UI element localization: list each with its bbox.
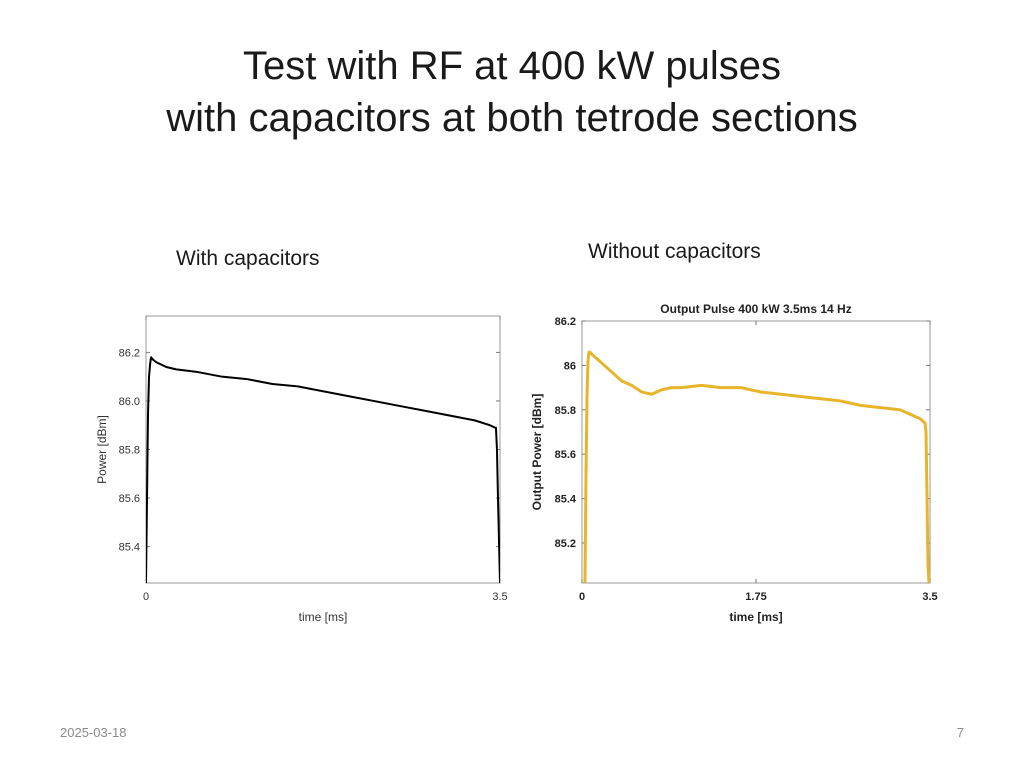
y-tick-label: 86.0 bbox=[119, 396, 140, 408]
x-tick-label: 3.5 bbox=[492, 591, 507, 603]
y-tick-label: 86.2 bbox=[119, 347, 140, 359]
y-axis-label: Output Power [dBm] bbox=[530, 394, 544, 511]
y-tick-label: 85.8 bbox=[555, 405, 576, 417]
slide-title: Test with RF at 400 kW pulses with capac… bbox=[0, 40, 1024, 144]
y-tick-label: 85.6 bbox=[555, 449, 576, 461]
slide-title-line-2: with capacitors at both tetrode sections bbox=[166, 96, 858, 140]
series-line-0 bbox=[583, 350, 930, 583]
slide-title-line-1: Test with RF at 400 kW pulses bbox=[243, 44, 781, 88]
y-tick-label: 85.4 bbox=[555, 494, 577, 506]
page-number: 7 bbox=[956, 725, 964, 740]
chart-title: Output Pulse 400 kW 3.5ms 14 Hz bbox=[660, 302, 851, 316]
x-axis-label: time [ms] bbox=[729, 610, 782, 624]
plot-area bbox=[581, 320, 931, 584]
caption-with-capacitors: With capacitors bbox=[176, 247, 320, 270]
x-tick-label: 0 bbox=[579, 591, 585, 603]
caption-without-capacitors: Without capacitors bbox=[588, 240, 761, 263]
footer-date: 2025-03-18 bbox=[60, 725, 127, 740]
plot-area bbox=[145, 315, 501, 584]
y-tick-label: 86.2 bbox=[555, 316, 576, 328]
y-tick-label: 85.4 bbox=[119, 542, 140, 554]
series-line-0 bbox=[146, 356, 500, 583]
chart-without-capacitors: Output Pulse 400 kW 3.5ms 14 Hz 85.2 85.4 8… bbox=[530, 302, 938, 624]
y-tick-label: 85.6 bbox=[119, 493, 140, 505]
y-tick-label: 85.8 bbox=[119, 445, 140, 457]
chart-with-capacitors: 85.4 85.6 85.8 86.0 86.2 0 3.5 time [ms] Power [… bbox=[95, 315, 508, 624]
x-tick-label: 3.5 bbox=[922, 591, 937, 603]
y-tick-label: 85.2 bbox=[555, 538, 576, 550]
x-axis-label: time [ms] bbox=[299, 610, 348, 624]
y-axis-label: Power [dBm] bbox=[95, 415, 109, 484]
x-tick-label: 0 bbox=[143, 591, 149, 603]
x-tick-label: 1.75 bbox=[745, 591, 766, 603]
y-tick-label: 86 bbox=[564, 360, 576, 372]
